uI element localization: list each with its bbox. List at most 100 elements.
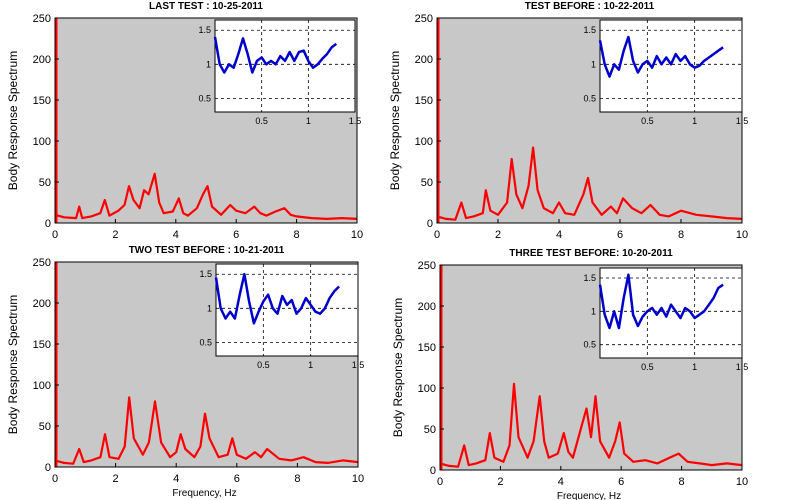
inset-x-tick-label: 0.5 <box>255 116 268 126</box>
x-tick-label: 10 <box>736 476 748 488</box>
x-tick-label: 8 <box>294 229 300 241</box>
x-tick-label: 4 <box>173 473 179 485</box>
y-tick-label: 150 <box>415 95 433 107</box>
inset-x-tick-label: 1 <box>306 116 311 126</box>
axes-frame <box>54 17 358 224</box>
chart-panel-2: 0 50 100 150 200 250 0 2 4 6 8 10 TEST BEFORE : 10-2… <box>388 1 748 241</box>
inset-y-tick-label: 1 <box>207 303 212 313</box>
y-tick-label: 250 <box>33 13 51 25</box>
inset-x-tick-label: 1.5 <box>736 116 749 126</box>
inset-x-tick-label: 1.5 <box>349 116 362 126</box>
y-tick-label: 200 <box>33 298 51 310</box>
x-tick-label: 6 <box>617 229 623 241</box>
inset-y-tick-label: 1 <box>591 59 596 69</box>
y-tick-label: 0 <box>430 465 436 477</box>
y-axis-label: Body Response Spectrum <box>388 51 402 190</box>
y-tick-label: 50 <box>39 421 51 433</box>
x-tick-label: 0 <box>437 476 443 488</box>
inset-y-tick-label: 0.5 <box>583 93 596 103</box>
chart-panel-4: 0 50 100 150 200 250 0 2 4 6 8 10 THREE TEST BEFORE:… <box>391 248 748 500</box>
inset-frame <box>215 263 359 357</box>
y-tick-label: 100 <box>33 136 51 148</box>
inset-y-tick-label: 0.5 <box>199 337 212 347</box>
inset-y-tick-label: 1.5 <box>583 25 596 35</box>
x-tick-label: 6 <box>234 473 240 485</box>
x-tick-label: 6 <box>618 476 624 488</box>
inset-x-tick-label: 1 <box>692 362 697 372</box>
y-axis-label: Body Response Spectrum <box>391 298 405 437</box>
chart-title: TWO TEST BEFORE : 10-21-2011 <box>129 245 285 256</box>
inset-x-tick-label: 0.5 <box>641 362 654 372</box>
x-tick-label: 2 <box>113 473 119 485</box>
inset-frame <box>214 19 356 113</box>
spectrum-series-line <box>436 146 743 221</box>
y-tick-label: 200 <box>33 54 51 66</box>
inset-series-line <box>598 273 724 330</box>
chart-panel-1: 0 50 100 150 200 250 0 2 4 6 8 10 LAST TEST : 10-25-… <box>6 1 363 241</box>
axes-frame <box>54 261 359 468</box>
x-tick-label: 2 <box>497 476 503 488</box>
x-axis-label: Frequency, Hz <box>172 488 236 499</box>
y-tick-label: 0 <box>427 218 433 230</box>
spectrum-series-line <box>54 396 359 465</box>
chart-title: LAST TEST : 10-25-2011 <box>149 1 263 12</box>
inset-y-tick-label: 0.5 <box>583 340 596 350</box>
x-tick-label: 0 <box>434 229 440 241</box>
inset-y-tick-label: 0.5 <box>198 93 211 103</box>
y-tick-label: 200 <box>415 54 433 66</box>
y-tick-label: 50 <box>424 424 436 436</box>
inset-y-tick-label: 1 <box>591 306 596 316</box>
y-tick-label: 150 <box>33 95 51 107</box>
y-tick-label: 200 <box>418 301 436 313</box>
x-tick-label: 4 <box>558 476 564 488</box>
x-tick-label: 4 <box>173 229 179 241</box>
inset-y-tick-label: 1 <box>206 59 211 69</box>
y-tick-label: 250 <box>418 260 436 272</box>
chart-title: TEST BEFORE : 10-22-2011 <box>525 1 655 12</box>
y-tick-label: 250 <box>415 13 433 25</box>
x-tick-label: 10 <box>736 229 748 241</box>
x-tick-label: 4 <box>556 229 562 241</box>
inset-y-tick-label: 1.5 <box>198 25 211 35</box>
inset-series-line <box>598 35 724 78</box>
inset-y-tick-label: 1.5 <box>199 269 212 279</box>
inset-chart: 0.5 0.5 1 1 1.5 1.5 <box>199 263 365 370</box>
y-axis-label: Body Response Spectrum <box>6 295 20 434</box>
axes-frame <box>436 17 743 224</box>
x-tick-label: 0 <box>52 229 58 241</box>
inset-x-tick-label: 1 <box>692 116 697 126</box>
inset-frame <box>599 267 743 359</box>
inset-series-line <box>214 272 340 325</box>
y-tick-label: 50 <box>421 177 433 189</box>
x-tick-label: 2 <box>495 229 501 241</box>
x-tick-label: 8 <box>679 476 685 488</box>
x-tick-label: 0 <box>52 473 58 485</box>
chart-title: THREE TEST BEFORE: 10-20-2011 <box>509 248 673 259</box>
spectrum-series-line <box>439 382 743 468</box>
y-tick-label: 100 <box>418 383 436 395</box>
inset-y-tick-label: 1.5 <box>583 273 596 283</box>
y-tick-label: 0 <box>45 218 51 230</box>
inset-chart: 0.5 0.5 1 1 1.5 1.5 <box>198 19 362 126</box>
x-tick-label: 8 <box>678 229 684 241</box>
inset-frame <box>599 19 743 113</box>
inset-x-tick-label: 1.5 <box>736 362 749 372</box>
y-axis-label: Body Response Spectrum <box>6 51 20 190</box>
y-tick-label: 250 <box>33 257 51 269</box>
inset-x-tick-label: 1 <box>308 360 313 370</box>
chart-panel-3: 0 50 100 150 200 250 0 2 4 6 8 10 TWO TEST BEFORE : … <box>6 245 364 499</box>
x-tick-label: 6 <box>233 229 239 241</box>
inset-chart: 0.5 0.5 1 1 1.5 1.5 <box>583 267 749 372</box>
x-tick-label: 8 <box>294 473 300 485</box>
x-tick-label: 2 <box>112 229 118 241</box>
y-tick-label: 150 <box>33 339 51 351</box>
y-tick-label: 50 <box>39 177 51 189</box>
x-axis-label: Frequency, Hz <box>557 491 621 500</box>
spectrum-series-line <box>54 172 358 220</box>
inset-x-tick-label: 0.5 <box>641 116 654 126</box>
x-tick-label: 10 <box>352 473 364 485</box>
axes-frame <box>439 264 743 471</box>
x-tick-label: 10 <box>351 229 363 241</box>
inset-x-tick-label: 1.5 <box>352 360 365 370</box>
